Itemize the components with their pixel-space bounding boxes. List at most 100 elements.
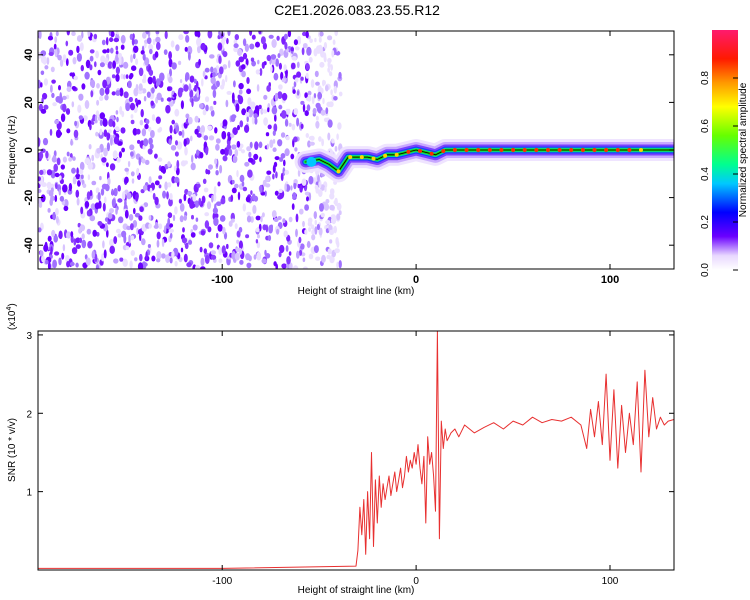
noise-speckle	[284, 119, 289, 127]
noise-speckle	[180, 247, 184, 253]
noise-speckle	[320, 212, 325, 218]
noise-speckle	[155, 116, 161, 124]
noise-speckle	[275, 58, 279, 67]
noise-speckle	[220, 84, 225, 90]
noise-speckle	[274, 156, 280, 161]
noise-speckle	[121, 147, 125, 153]
noise-speckle	[334, 248, 340, 254]
noise-speckle	[45, 150, 49, 159]
signal-track-dot	[348, 155, 353, 160]
noise-speckle	[300, 123, 304, 129]
noise-speckle	[234, 34, 239, 41]
noise-speckle	[239, 143, 244, 149]
noise-speckle	[99, 87, 105, 96]
noise-speckle	[205, 104, 209, 112]
noise-speckle	[235, 60, 241, 67]
noise-speckle	[259, 184, 263, 193]
noise-speckle	[63, 205, 69, 212]
noise-speckle	[204, 220, 210, 229]
noise-speckle	[144, 159, 150, 165]
noise-speckle	[289, 262, 293, 269]
noise-speckle	[196, 89, 199, 98]
noise-speckle	[77, 180, 81, 187]
noise-speckle	[222, 36, 227, 42]
noise-speckle	[317, 91, 323, 100]
noise-speckle	[79, 224, 86, 232]
noise-speckle	[280, 153, 286, 159]
noise-speckle	[138, 215, 143, 221]
noise-speckle	[294, 46, 300, 51]
noise-speckle	[296, 71, 302, 78]
snr-y-tick-label: 3	[26, 331, 32, 342]
signal-track-dot	[534, 148, 539, 152]
noise-speckle	[190, 232, 196, 238]
noise-speckle	[80, 206, 84, 215]
noise-speckle	[38, 137, 41, 147]
noise-speckle	[92, 229, 97, 237]
noise-speckle	[215, 201, 222, 206]
noise-speckle	[109, 238, 114, 247]
noise-speckle	[194, 84, 197, 92]
noise-speckle	[159, 72, 165, 82]
noise-speckle	[267, 107, 270, 113]
noise-speckle	[283, 33, 288, 40]
noise-speckle	[203, 187, 209, 193]
snr-y-ticks: 1 2 3	[26, 331, 674, 499]
noise-speckle	[53, 43, 57, 50]
noise-speckle	[138, 83, 143, 91]
noise-speckle	[102, 49, 108, 54]
noise-speckle	[85, 59, 91, 69]
noise-speckle	[76, 167, 79, 175]
noise-speckle	[54, 36, 58, 43]
noise-speckle	[143, 74, 147, 82]
noise-speckle	[55, 129, 62, 138]
noise-speckle	[231, 179, 235, 185]
noise-speckle	[131, 65, 137, 71]
noise-speckle	[146, 37, 152, 45]
noise-speckle	[292, 89, 296, 94]
noise-speckle	[97, 69, 102, 76]
noise-speckle	[241, 181, 245, 187]
noise-speckle	[38, 188, 42, 194]
noise-speckle	[294, 77, 299, 83]
noise-speckle	[202, 109, 207, 116]
noise-speckle	[219, 215, 226, 222]
noise-speckle	[108, 118, 114, 127]
noise-speckle	[273, 217, 279, 222]
noise-speckle	[238, 89, 243, 95]
noise-speckle	[281, 78, 286, 83]
noise-speckle	[311, 234, 316, 241]
noise-speckle	[262, 179, 267, 187]
noise-speckle	[270, 66, 273, 73]
noise-speckle	[277, 91, 283, 99]
noise-speckle	[43, 78, 49, 86]
noise-speckle	[99, 95, 104, 101]
noise-speckle	[208, 164, 213, 170]
noise-speckle	[292, 192, 297, 200]
noise-speckle	[72, 156, 76, 161]
noise-speckle	[207, 125, 213, 131]
noise-speckle	[69, 72, 74, 77]
noise-speckle	[176, 141, 183, 150]
noise-speckle	[125, 245, 130, 250]
noise-speckle	[290, 185, 293, 191]
noise-speckle	[139, 119, 144, 126]
noise-speckle	[117, 198, 123, 203]
noise-speckle	[141, 128, 147, 137]
noise-speckle	[329, 192, 335, 200]
noise-speckle	[135, 193, 139, 202]
noise-speckle	[238, 82, 244, 90]
noise-speckle	[322, 79, 325, 87]
noise-speckle	[327, 119, 333, 128]
noise-speckle	[321, 254, 326, 263]
noise-speckle	[94, 202, 100, 210]
noise-speckle	[156, 258, 161, 263]
colorbar-tick-label: 0.2	[700, 215, 711, 229]
noise-speckle	[160, 97, 164, 102]
noise-speckle	[246, 215, 252, 223]
noise-speckle	[310, 224, 315, 230]
noise-speckle	[250, 101, 256, 109]
snr-y-tick-label: 2	[26, 409, 32, 420]
noise-speckle	[331, 49, 335, 58]
